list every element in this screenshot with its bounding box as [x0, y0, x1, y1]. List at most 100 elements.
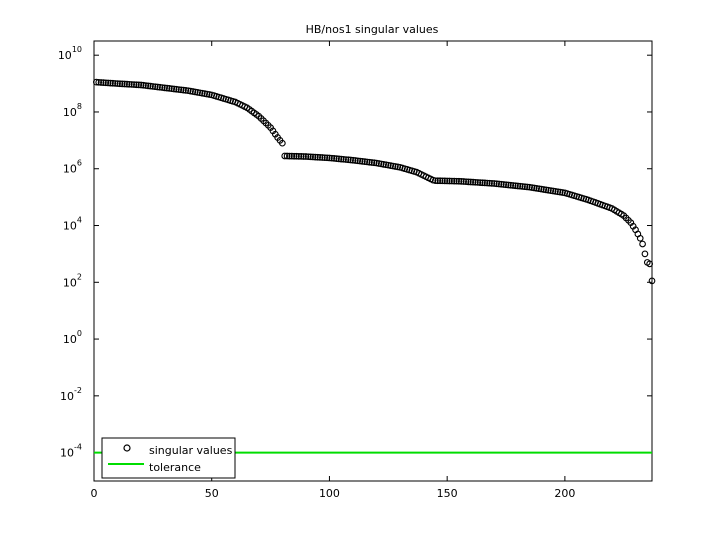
y-tick-label: 1010 [58, 45, 82, 62]
singular-value-point [493, 180, 500, 188]
singular-value-point [453, 177, 460, 185]
singular-value-point [370, 159, 378, 167]
singular-value-point [448, 177, 456, 185]
singular-value-point [354, 157, 362, 165]
singular-value-point [140, 81, 147, 89]
singular-value-point [450, 177, 458, 185]
singular-value-point [328, 154, 336, 162]
singular-value-point [342, 156, 350, 163]
singular-value-point [542, 186, 550, 194]
singular-value-point [460, 178, 467, 185]
x-tick-label: 200 [554, 487, 575, 500]
singular-value-point [128, 81, 136, 88]
singular-value-point [182, 87, 190, 94]
singular-value-point [161, 84, 168, 92]
plot-area [93, 40, 653, 482]
singular-value-point [340, 155, 347, 163]
singular-value-point [486, 179, 493, 187]
singular-value-point [359, 158, 366, 165]
singular-value-point [639, 240, 646, 248]
x-tick-label: 50 [205, 487, 219, 500]
singular-value-point [552, 188, 559, 195]
singular-value-point [443, 177, 451, 185]
singular-value-point [100, 79, 107, 86]
singular-value-point [507, 181, 515, 189]
singular-value-point [173, 85, 180, 93]
singular-value-point [300, 153, 307, 160]
singular-value-point [144, 82, 152, 90]
y-tick-label: 104 [63, 216, 82, 233]
legend-label-tolerance: tolerance [149, 461, 201, 474]
singular-value-point [290, 152, 298, 160]
singular-value-point [490, 180, 498, 187]
singular-value-point [502, 181, 510, 189]
singular-value-point [102, 79, 110, 87]
singular-value-point [479, 179, 486, 187]
singular-value-point [465, 178, 472, 186]
legend-marker-circle-icon [123, 444, 131, 452]
singular-value-point [295, 152, 303, 160]
singular-value-point [540, 186, 548, 193]
singular-value-point [344, 156, 352, 164]
singular-value-point [175, 86, 183, 93]
y-tick-label: 106 [63, 159, 82, 176]
singular-value-point [137, 81, 145, 89]
singular-value-point [309, 153, 317, 161]
singular-value-point [130, 81, 138, 88]
singular-value-point [104, 79, 112, 87]
singular-value-point [521, 183, 529, 191]
singular-value-point [147, 82, 154, 90]
singular-value-point [514, 182, 522, 190]
singular-value-point [549, 187, 557, 195]
legend-label-singular-values: singular values [149, 444, 233, 457]
singular-value-point [316, 154, 324, 161]
singular-value-point [509, 182, 517, 189]
singular-value-point [497, 180, 505, 188]
singular-value-point [439, 177, 446, 185]
legend-box [101, 437, 236, 479]
singular-value-point [500, 181, 508, 188]
singular-value-point [297, 153, 305, 160]
singular-value-point [641, 250, 649, 258]
axes-ticks: 0 50 100 150 200 1010 108 106 104 102 100 10-2 10-4 [58, 41, 652, 500]
singular-value-point [545, 186, 552, 194]
x-tick-label: 150 [437, 487, 458, 500]
singular-value-point [523, 183, 531, 191]
singular-value-point [432, 177, 439, 185]
singular-value-point [512, 182, 519, 190]
singular-value-point [135, 81, 143, 89]
singular-value-point [476, 179, 484, 186]
singular-value-point [170, 85, 178, 93]
singular-value-point [149, 83, 157, 90]
legend: singular values tolerance [101, 437, 236, 479]
y-tick-label: 100 [63, 329, 82, 346]
singular-value-point [281, 152, 289, 160]
singular-value-point [556, 188, 564, 196]
singular-value-point [123, 80, 131, 88]
data-markers [93, 78, 656, 285]
singular-value-point [107, 79, 114, 87]
singular-value-point [559, 189, 566, 196]
singular-value-point [481, 179, 489, 187]
singular-value-point [177, 86, 185, 94]
singular-value-point [114, 80, 121, 87]
singular-value-point [519, 183, 526, 190]
singular-value-point [505, 181, 512, 189]
singular-value-point [636, 234, 644, 242]
singular-value-point [97, 79, 105, 86]
singular-value-point [283, 152, 291, 160]
singular-value-point [95, 78, 103, 86]
singular-value-point [154, 83, 161, 91]
singular-value-point [441, 177, 449, 185]
singular-value-point [455, 177, 463, 185]
singular-value-point [151, 83, 159, 91]
singular-value-point [330, 155, 338, 162]
singular-value-point [304, 153, 312, 161]
singular-value-point [111, 80, 119, 87]
singular-value-point [356, 157, 364, 165]
singular-value-point [109, 79, 117, 87]
singular-value-point [526, 183, 533, 191]
singular-value-point [469, 178, 477, 186]
singular-value-point [474, 179, 482, 186]
